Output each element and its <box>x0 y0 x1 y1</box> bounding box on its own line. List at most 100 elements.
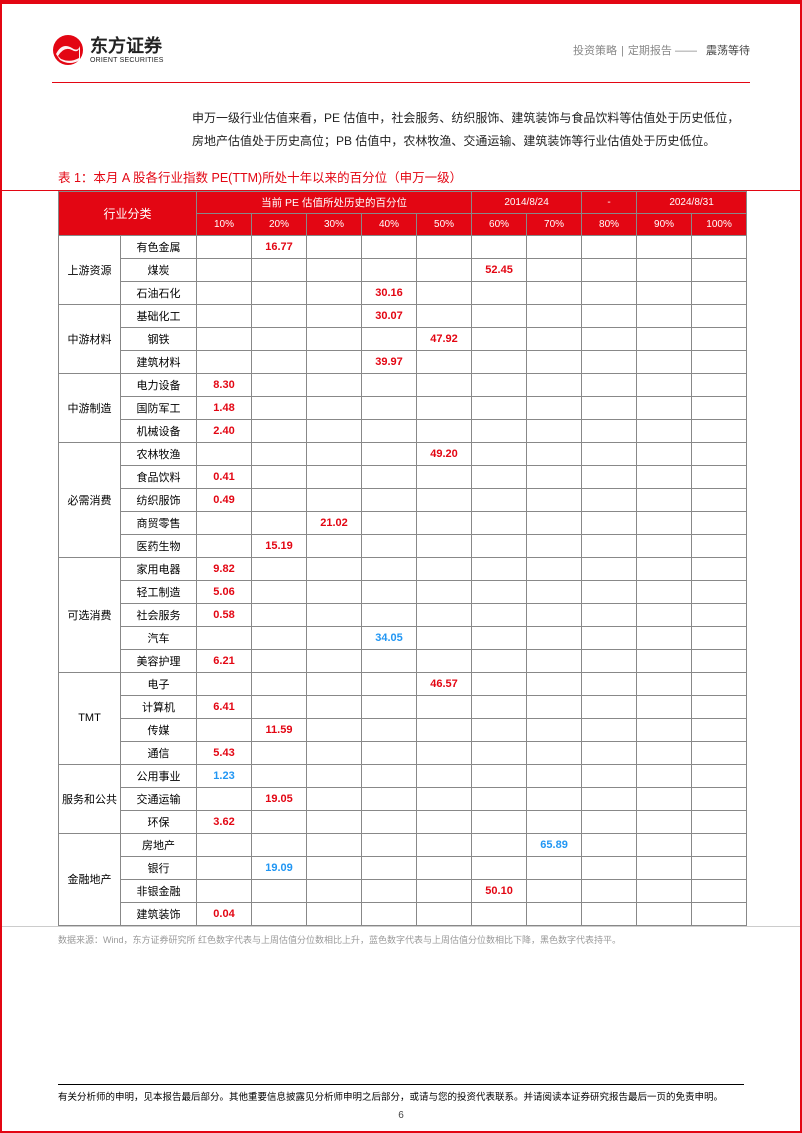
value-cell <box>582 695 637 718</box>
value-cell <box>582 258 637 281</box>
subindustry-cell: 通信 <box>121 741 197 764</box>
value-cell <box>307 603 362 626</box>
table-row: 上游资源有色金属16.77 <box>59 235 747 258</box>
value-cell <box>692 626 747 649</box>
table-row: 银行19.09 <box>59 856 747 879</box>
value-cell <box>472 672 527 695</box>
value-cell: 5.43 <box>197 741 252 764</box>
value-cell: 11.59 <box>252 718 307 741</box>
value-cell <box>417 902 472 925</box>
value-cell: 19.09 <box>252 856 307 879</box>
subindustry-cell: 电子 <box>121 672 197 695</box>
header-category: 行业分类 <box>59 191 197 235</box>
value-cell <box>417 419 472 442</box>
value-cell: 30.07 <box>362 304 417 327</box>
table-row: 煤炭52.45 <box>59 258 747 281</box>
header-main: 当前 PE 估值所处历史的百分位 <box>197 191 472 213</box>
value-cell <box>197 534 252 557</box>
value-cell: 34.05 <box>362 626 417 649</box>
value-cell <box>472 396 527 419</box>
value-cell <box>307 442 362 465</box>
value-cell <box>472 695 527 718</box>
category-cell: 中游制造 <box>59 373 121 442</box>
value-cell <box>472 580 527 603</box>
table-row: 建筑材料39.97 <box>59 350 747 373</box>
value-cell <box>307 419 362 442</box>
value-cell <box>692 327 747 350</box>
subindustry-cell: 建筑材料 <box>121 350 197 373</box>
value-cell <box>307 580 362 603</box>
subindustry-cell: 基础化工 <box>121 304 197 327</box>
subindustry-cell: 轻工制造 <box>121 580 197 603</box>
value-cell <box>527 902 582 925</box>
value-cell <box>582 672 637 695</box>
value-cell <box>362 419 417 442</box>
value-cell <box>637 534 692 557</box>
subindustry-cell: 石油石化 <box>121 281 197 304</box>
value-cell <box>692 373 747 396</box>
table-row: 汽车34.05 <box>59 626 747 649</box>
value-cell <box>417 879 472 902</box>
subindustry-cell: 非银金融 <box>121 879 197 902</box>
value-cell: 2.40 <box>197 419 252 442</box>
value-cell <box>637 718 692 741</box>
table-row: 环保3.62 <box>59 810 747 833</box>
value-cell <box>527 327 582 350</box>
value-cell <box>637 350 692 373</box>
value-cell <box>527 649 582 672</box>
subindustry-cell: 公用事业 <box>121 764 197 787</box>
value-cell <box>307 281 362 304</box>
value-cell <box>527 626 582 649</box>
value-cell <box>307 810 362 833</box>
value-cell <box>527 258 582 281</box>
value-cell <box>582 235 637 258</box>
value-cell <box>197 511 252 534</box>
subindustry-cell: 家用电器 <box>121 557 197 580</box>
value-cell <box>417 258 472 281</box>
value-cell <box>637 833 692 856</box>
value-cell <box>252 304 307 327</box>
table-row: 中游制造电力设备8.30 <box>59 373 747 396</box>
table-row: 计算机6.41 <box>59 695 747 718</box>
value-cell <box>307 327 362 350</box>
value-cell <box>527 718 582 741</box>
value-cell <box>637 373 692 396</box>
value-cell <box>307 488 362 511</box>
table-row: 石油石化30.16 <box>59 281 747 304</box>
value-cell: 5.06 <box>197 580 252 603</box>
value-cell <box>362 396 417 419</box>
value-cell <box>692 810 747 833</box>
header-period-to: 2024/8/31 <box>637 191 747 213</box>
value-cell <box>692 258 747 281</box>
header-pct-cell: 30% <box>307 213 362 235</box>
value-cell <box>582 580 637 603</box>
value-cell <box>527 810 582 833</box>
value-cell <box>417 741 472 764</box>
value-cell <box>472 902 527 925</box>
value-cell <box>582 833 637 856</box>
value-cell <box>197 856 252 879</box>
value-cell <box>417 695 472 718</box>
category-cell: 上游资源 <box>59 235 121 304</box>
value-cell: 6.41 <box>197 695 252 718</box>
value-cell <box>472 718 527 741</box>
value-cell <box>527 419 582 442</box>
value-cell <box>637 603 692 626</box>
table-row: 轻工制造5.06 <box>59 580 747 603</box>
subindustry-cell: 有色金属 <box>121 235 197 258</box>
value-cell <box>307 718 362 741</box>
value-cell <box>362 327 417 350</box>
value-cell: 6.21 <box>197 649 252 672</box>
header-pct-cell: 20% <box>252 213 307 235</box>
table-row: 钢铁47.92 <box>59 327 747 350</box>
value-cell <box>472 327 527 350</box>
value-cell <box>307 258 362 281</box>
header-pct-cell: 100% <box>692 213 747 235</box>
value-cell <box>472 787 527 810</box>
value-cell <box>197 350 252 373</box>
value-cell <box>307 764 362 787</box>
value-cell: 65.89 <box>527 833 582 856</box>
value-cell <box>692 396 747 419</box>
table-row: 通信5.43 <box>59 741 747 764</box>
value-cell <box>362 695 417 718</box>
